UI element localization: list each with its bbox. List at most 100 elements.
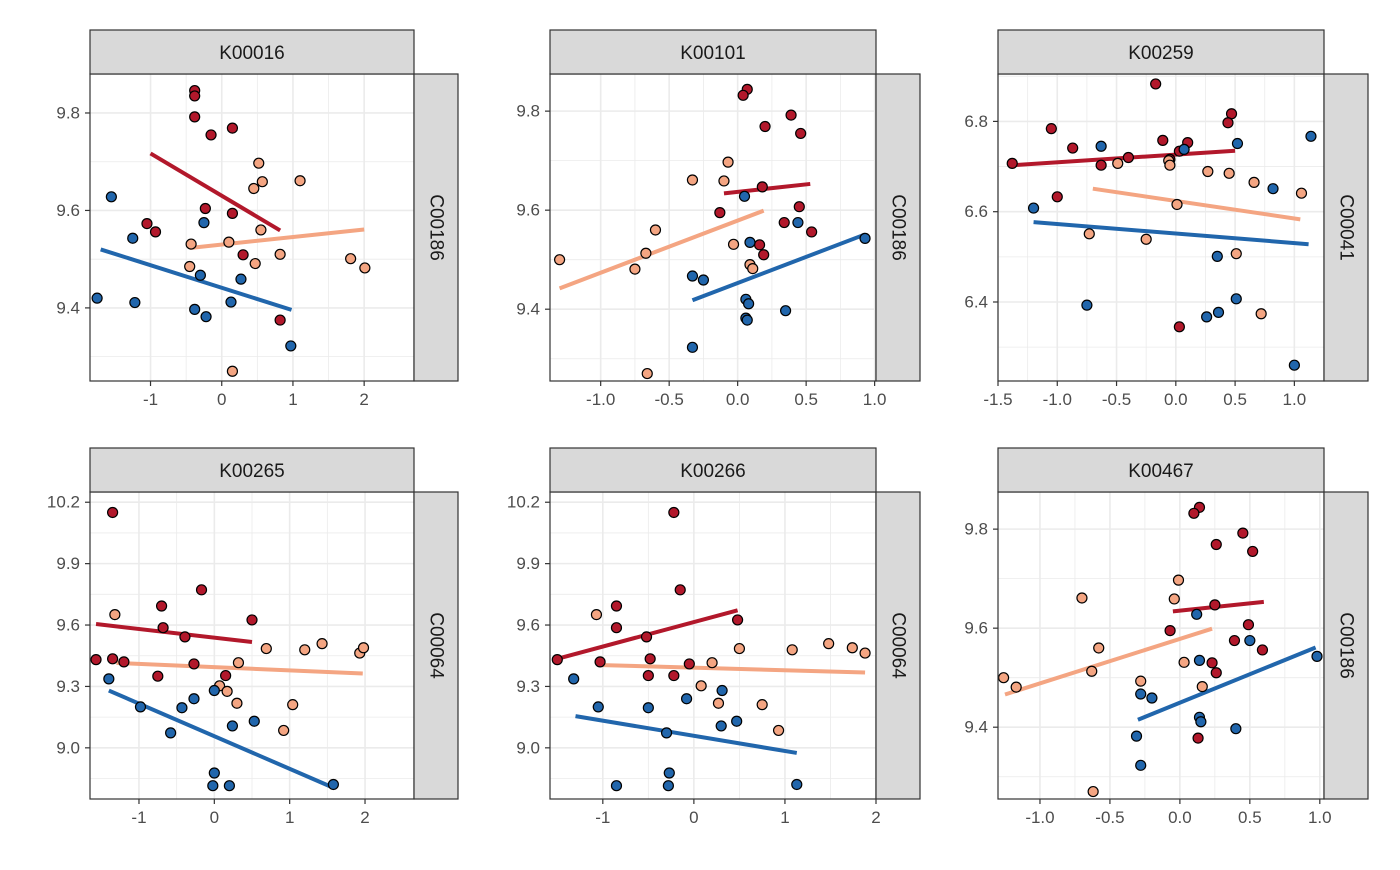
data-point-dark-red [795,127,807,140]
x-tick-label: -1 [131,808,146,827]
data-point-light-orange [706,657,718,669]
data-point-light-orange [357,642,370,654]
data-point-blue [1267,183,1279,195]
data-point-light-orange [1202,165,1214,178]
data-point-dark-red [188,658,200,670]
data-point-dark-red [759,120,771,133]
facet-strip-top [997,29,1325,75]
data-point-dark-red [1209,599,1221,611]
data-point-light-orange [1086,665,1098,677]
y-tick-label: 9.6 [516,201,540,220]
data-point-dark-red [714,207,726,219]
y-tick-label: 6.6 [964,202,988,221]
y-tick-label: 9.3 [56,677,80,696]
fit-line-light-orange [116,660,363,676]
x-tick-label: 0.5 [1238,808,1262,827]
data-point-dark-red [107,506,119,519]
data-point-blue [744,236,756,248]
data-point-light-orange [253,157,265,169]
fit-line-blue [100,247,293,312]
facet-strip-right [1323,491,1369,800]
x-tick-label: -1.0 [1043,390,1072,409]
data-point-light-orange [232,657,245,669]
data-point-blue [194,269,206,281]
x-tick-label: 0.5 [794,390,818,409]
y-tick-label: 9.8 [516,102,540,121]
data-point-blue [208,767,220,779]
x-tick-label: 0 [689,808,698,827]
data-point-blue [1201,311,1213,323]
data-point-blue [127,232,139,244]
data-point-light-orange [260,642,272,655]
data-point-dark-red [141,218,153,230]
data-point-dark-red [237,249,249,261]
y-tick-label: 9.0 [56,738,80,757]
x-tick-label: 0.0 [1164,390,1188,409]
data-point-blue [248,715,260,727]
data-point-dark-red [195,584,208,596]
data-point-dark-red [274,314,286,326]
data-point-dark-red [753,239,766,251]
data-point-blue [715,720,727,732]
facet-panel-5: K00266 C00064 -1 0 1 2 9.0 9.3 9.6 9.9 10.2 [507,447,921,827]
data-point-dark-red [205,129,217,141]
data-point-blue [1095,140,1107,152]
facet-title: K00259 [1128,43,1194,64]
data-point-blue [225,296,237,308]
data-point-light-orange [274,248,286,260]
data-point-blue [686,341,699,353]
data-point-light-orange [255,224,267,236]
data-point-light-orange [249,257,261,270]
facet-title: K00467 [1128,461,1194,482]
data-point-blue [226,720,239,732]
fit-line-light-orange [558,208,765,291]
x-tick-label: 1.0 [1283,390,1307,409]
data-point-dark-red [793,201,805,213]
data-point-light-orange [823,638,835,650]
data-point-blue [188,693,200,705]
data-point-light-orange [1140,233,1152,245]
data-point-dark-red [1206,657,1218,669]
panel-background [550,74,876,381]
data-point-dark-red [551,654,563,666]
data-point-dark-red [594,656,606,668]
data-point-blue [697,274,710,286]
data-point-blue [716,684,728,697]
data-point-blue [103,673,115,685]
data-point-blue [592,701,604,713]
data-point-light-orange [1168,593,1180,605]
data-point-dark-red [683,658,695,670]
data-point-blue [200,311,212,323]
data-point-dark-red [1164,625,1176,637]
data-point-dark-red [107,653,119,665]
data-point-light-orange [231,697,243,709]
y-tick-label: 9.4 [516,300,540,319]
data-point-dark-red [1051,191,1063,203]
data-point-blue [1191,608,1203,620]
data-point-blue [1081,299,1093,311]
data-point-light-orange [1172,574,1185,586]
y-tick-label: 9.4 [56,298,80,317]
data-point-blue [105,191,117,203]
data-point-blue [1193,654,1206,666]
x-tick-label: 1 [288,390,297,409]
data-point-dark-red [1157,134,1169,146]
data-point-dark-red [610,600,623,612]
data-point-light-orange [1112,157,1124,169]
data-point-light-orange [695,680,707,692]
data-point-blue [129,296,141,309]
facet-row-label: C00186 [426,194,447,261]
data-point-light-orange [359,262,371,274]
facet-strip-right [1323,73,1369,382]
facet-strip-top [89,447,415,493]
data-point-dark-red [674,584,686,596]
x-tick-label: 2 [359,390,368,409]
data-point-blue [610,780,623,792]
y-tick-label: 6.4 [964,292,988,311]
fit-line-light-orange [1004,626,1213,697]
data-point-blue [1231,137,1244,150]
data-point-dark-red [199,202,211,215]
data-point-light-orange [1076,592,1088,604]
data-point-light-orange [316,638,328,650]
